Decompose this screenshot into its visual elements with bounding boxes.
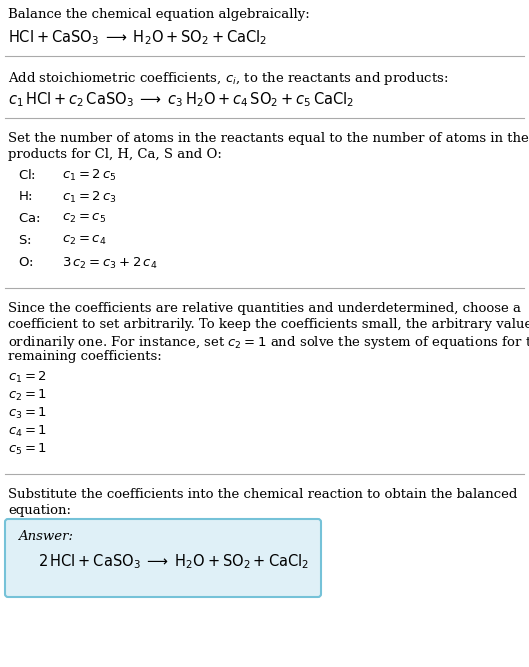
Text: Balance the chemical equation algebraically:: Balance the chemical equation algebraica… <box>8 8 310 21</box>
Text: Add stoichiometric coefficients, $c_i$, to the reactants and products:: Add stoichiometric coefficients, $c_i$, … <box>8 70 449 87</box>
Text: $c_1\,\mathrm{HCl} + c_2\,\mathrm{CaSO_3} \;\longrightarrow\; c_3\,\mathrm{H_2O}: $c_1\,\mathrm{HCl} + c_2\,\mathrm{CaSO_3… <box>8 90 354 109</box>
Text: $\mathrm{Cl}$:: $\mathrm{Cl}$: <box>18 168 36 182</box>
Text: $c_2 = c_4$: $c_2 = c_4$ <box>62 234 106 247</box>
Text: remaining coefficients:: remaining coefficients: <box>8 350 162 363</box>
Text: $\mathrm{Ca}$:: $\mathrm{Ca}$: <box>18 212 41 225</box>
Text: Substitute the coefficients into the chemical reaction to obtain the balanced: Substitute the coefficients into the che… <box>8 488 517 501</box>
Text: $\mathrm{O}$:: $\mathrm{O}$: <box>18 256 33 269</box>
Text: $c_1 = 2\,c_5$: $c_1 = 2\,c_5$ <box>62 168 117 183</box>
Text: $2\,\mathrm{HCl + CaSO_3 \;\longrightarrow\; H_2O + SO_2 + CaCl_2}$: $2\,\mathrm{HCl + CaSO_3 \;\longrightarr… <box>38 552 309 571</box>
Text: Since the coefficients are relative quantities and underdetermined, choose a: Since the coefficients are relative quan… <box>8 302 521 315</box>
Text: $c_1 = 2$: $c_1 = 2$ <box>8 370 47 385</box>
Text: products for Cl, H, Ca, S and O:: products for Cl, H, Ca, S and O: <box>8 148 222 161</box>
Text: $3\,c_2 = c_3 + 2\,c_4$: $3\,c_2 = c_3 + 2\,c_4$ <box>62 256 158 271</box>
Text: $c_3 = 1$: $c_3 = 1$ <box>8 406 47 421</box>
Text: $c_2 = 1$: $c_2 = 1$ <box>8 388 47 403</box>
Text: $\mathrm{H}$:: $\mathrm{H}$: <box>18 190 33 203</box>
Text: equation:: equation: <box>8 504 71 517</box>
Text: $c_1 = 2\,c_3$: $c_1 = 2\,c_3$ <box>62 190 117 205</box>
Text: $\mathrm{HCl + CaSO_3 \;\longrightarrow\; H_2O + SO_2 + CaCl_2}$: $\mathrm{HCl + CaSO_3 \;\longrightarrow\… <box>8 28 267 47</box>
Text: ordinarily one. For instance, set $c_2 = 1$ and solve the system of equations fo: ordinarily one. For instance, set $c_2 =… <box>8 334 529 351</box>
Text: $\mathrm{S}$:: $\mathrm{S}$: <box>18 234 32 247</box>
Text: coefficient to set arbitrarily. To keep the coefficients small, the arbitrary va: coefficient to set arbitrarily. To keep … <box>8 318 529 331</box>
Text: $c_4 = 1$: $c_4 = 1$ <box>8 424 47 439</box>
Text: $c_2 = c_5$: $c_2 = c_5$ <box>62 212 106 225</box>
Text: Answer:: Answer: <box>18 530 73 543</box>
FancyBboxPatch shape <box>5 519 321 597</box>
Text: $c_5 = 1$: $c_5 = 1$ <box>8 442 47 457</box>
Text: Set the number of atoms in the reactants equal to the number of atoms in the: Set the number of atoms in the reactants… <box>8 132 529 145</box>
